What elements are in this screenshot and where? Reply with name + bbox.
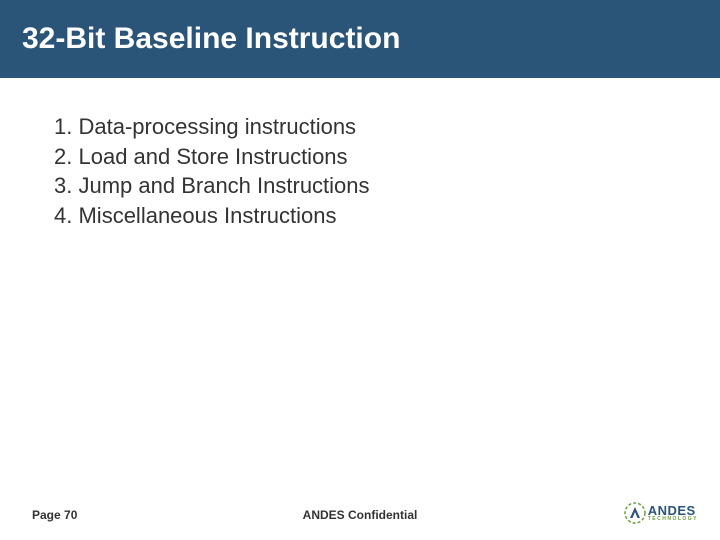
list-item: 3. Jump and Branch Instructions bbox=[54, 171, 720, 201]
list-num: 4. bbox=[54, 203, 72, 228]
list-item: 2. Load and Store Instructions bbox=[54, 142, 720, 172]
slide-title: 32-Bit Baseline Instruction bbox=[22, 22, 400, 56]
list-num: 2. bbox=[54, 144, 72, 169]
list-num: 3. bbox=[54, 173, 72, 198]
list-text: Load and Store Instructions bbox=[78, 144, 347, 169]
logo-text: ANDES TECHNOLOGY bbox=[648, 505, 698, 521]
header-bar: 32-Bit Baseline Instruction bbox=[0, 0, 720, 78]
list-text: Miscellaneous Instructions bbox=[78, 203, 336, 228]
page-number: Page 70 bbox=[32, 508, 77, 522]
list-num: 1. bbox=[54, 114, 72, 139]
logo-name: ANDES bbox=[648, 505, 698, 517]
logo-sub: TECHNOLOGY bbox=[648, 517, 698, 522]
list-item: 1. Data-processing instructions bbox=[54, 112, 720, 142]
logo-mark-icon bbox=[624, 502, 646, 524]
logo: ANDES TECHNOLOGY bbox=[624, 502, 698, 524]
list-text: Data-processing instructions bbox=[78, 114, 356, 139]
list-item: 4. Miscellaneous Instructions bbox=[54, 201, 720, 231]
content-area: 1. Data-processing instructions 2. Load … bbox=[0, 78, 720, 231]
footer: Page 70 ANDES Confidential ANDES TECHNOL… bbox=[0, 498, 720, 522]
confidential-label: ANDES Confidential bbox=[303, 508, 418, 522]
list-text: Jump and Branch Instructions bbox=[78, 173, 369, 198]
